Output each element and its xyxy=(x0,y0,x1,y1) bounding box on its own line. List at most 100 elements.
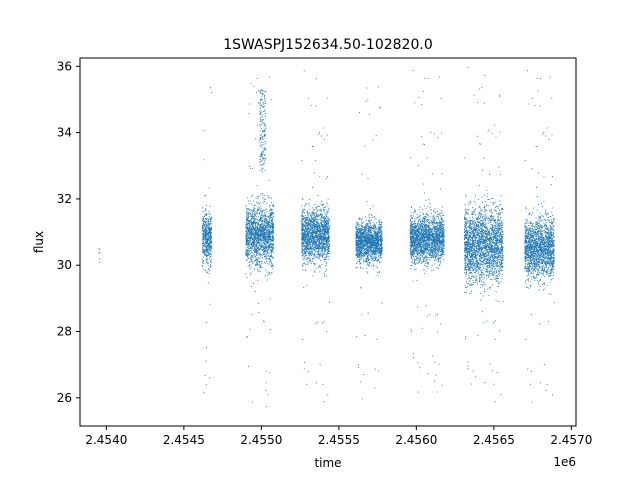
data-point xyxy=(315,243,317,245)
data-point xyxy=(202,264,204,267)
data-point xyxy=(257,208,259,210)
data-point xyxy=(328,250,330,252)
data-point xyxy=(358,238,360,240)
data-point xyxy=(248,219,250,222)
data-point xyxy=(380,226,382,228)
data-point xyxy=(205,225,207,227)
data-point xyxy=(308,209,310,211)
data-point xyxy=(255,264,257,266)
data-point xyxy=(326,134,328,136)
data-point xyxy=(210,227,212,229)
data-point xyxy=(98,252,100,254)
data-point xyxy=(322,220,325,222)
data-point xyxy=(316,246,318,248)
data-point xyxy=(304,258,306,260)
data-point xyxy=(305,250,307,252)
data-point xyxy=(256,250,258,252)
data-point xyxy=(327,218,330,220)
data-point xyxy=(303,226,305,228)
data-point xyxy=(313,235,315,237)
data-point xyxy=(266,228,268,230)
data-point xyxy=(326,243,328,245)
data-point xyxy=(205,240,207,242)
data-point xyxy=(323,252,325,254)
data-point xyxy=(302,255,304,257)
data-point xyxy=(313,220,315,222)
data-point xyxy=(359,267,362,269)
data-point xyxy=(272,221,274,223)
data-point xyxy=(325,220,327,222)
data-point xyxy=(247,221,249,223)
data-point xyxy=(259,248,261,250)
data-point xyxy=(207,236,209,238)
data-point xyxy=(358,258,360,261)
data-point xyxy=(356,236,359,238)
data-point xyxy=(202,211,204,213)
data-point xyxy=(305,248,307,250)
data-point xyxy=(328,208,330,210)
data-point xyxy=(264,211,266,214)
data-point xyxy=(267,252,269,254)
data-point xyxy=(366,201,368,203)
data-point xyxy=(313,263,315,265)
data-point xyxy=(245,208,247,210)
data-point xyxy=(314,230,316,232)
data-point xyxy=(210,253,212,255)
data-point xyxy=(302,217,304,219)
data-point xyxy=(320,241,322,243)
data-point xyxy=(326,233,328,235)
data-point xyxy=(247,219,249,221)
data-point xyxy=(303,217,305,219)
data-point xyxy=(265,262,267,264)
data-point xyxy=(98,248,100,250)
data-point xyxy=(309,215,311,217)
data-point xyxy=(321,255,323,257)
data-point xyxy=(205,213,208,215)
data-point xyxy=(264,200,266,202)
data-point xyxy=(373,257,375,259)
data-point xyxy=(327,238,330,240)
data-point xyxy=(359,217,361,219)
data-point xyxy=(317,240,319,242)
data-point xyxy=(307,232,309,234)
data-point xyxy=(260,254,262,256)
data-point xyxy=(259,264,261,266)
data-point xyxy=(321,235,323,238)
data-point xyxy=(260,209,262,212)
data-point xyxy=(360,263,362,265)
data-point xyxy=(253,200,255,202)
data-point xyxy=(358,261,360,263)
data-point xyxy=(367,312,369,314)
data-point xyxy=(206,271,208,273)
data-point xyxy=(323,235,326,237)
data-point xyxy=(261,262,263,264)
data-point xyxy=(315,256,317,258)
data-point xyxy=(270,264,272,266)
data-point xyxy=(254,221,256,223)
data-point xyxy=(259,216,261,218)
data-point xyxy=(302,225,304,227)
data-point xyxy=(265,208,267,211)
data-point xyxy=(268,242,270,244)
data-point xyxy=(311,233,313,235)
data-point xyxy=(372,238,374,240)
data-point xyxy=(367,219,370,221)
data-point xyxy=(317,256,319,258)
data-point xyxy=(256,213,258,215)
data-point xyxy=(315,215,317,217)
data-point xyxy=(257,196,259,198)
data-point xyxy=(256,244,258,246)
data-point xyxy=(258,102,260,104)
data-point xyxy=(269,258,271,261)
data-point xyxy=(368,244,370,246)
data-point xyxy=(246,237,248,239)
data-point xyxy=(208,187,210,189)
data-point xyxy=(315,222,317,224)
data-point xyxy=(256,229,259,231)
data-point xyxy=(374,228,376,230)
data-point xyxy=(309,253,311,255)
data-point xyxy=(210,238,212,241)
data-point xyxy=(324,261,326,263)
data-point xyxy=(366,222,368,224)
data-point xyxy=(247,234,249,236)
